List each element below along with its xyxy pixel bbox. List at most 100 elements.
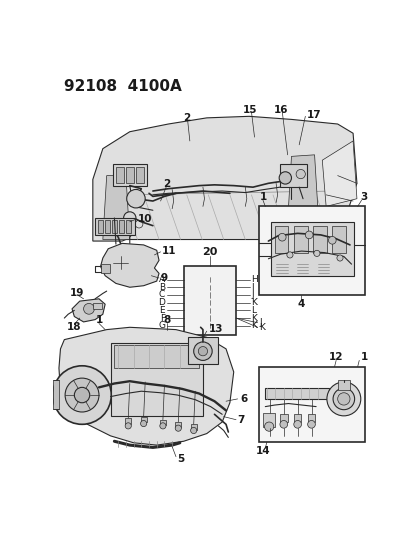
Bar bbox=[93, 303, 102, 309]
Bar bbox=[187, 292, 232, 297]
Text: G: G bbox=[158, 321, 165, 330]
Bar bbox=[52, 379, 59, 409]
Circle shape bbox=[140, 421, 146, 426]
Text: 7: 7 bbox=[237, 415, 244, 425]
Circle shape bbox=[337, 393, 349, 405]
Text: 8: 8 bbox=[163, 316, 170, 325]
Bar bbox=[266, 414, 273, 422]
Circle shape bbox=[83, 303, 94, 314]
Bar bbox=[274, 225, 288, 253]
Text: 13: 13 bbox=[209, 324, 223, 334]
Bar bbox=[307, 414, 315, 422]
Circle shape bbox=[313, 251, 319, 256]
Bar bbox=[259, 367, 365, 442]
Text: K: K bbox=[251, 321, 257, 330]
Text: 9: 9 bbox=[160, 273, 167, 283]
Ellipse shape bbox=[112, 256, 129, 270]
Bar bbox=[187, 323, 232, 328]
Polygon shape bbox=[102, 175, 129, 239]
Text: 11: 11 bbox=[162, 246, 176, 256]
Text: 19: 19 bbox=[70, 288, 84, 297]
Circle shape bbox=[279, 421, 287, 428]
Text: 3: 3 bbox=[359, 192, 367, 202]
Circle shape bbox=[286, 252, 292, 258]
Bar bbox=[95, 218, 135, 235]
Bar bbox=[262, 413, 275, 426]
Circle shape bbox=[278, 233, 285, 241]
Bar bbox=[332, 225, 345, 253]
Text: J: J bbox=[259, 318, 261, 327]
Bar bbox=[337, 381, 349, 390]
Polygon shape bbox=[100, 244, 159, 287]
Circle shape bbox=[65, 378, 99, 412]
Polygon shape bbox=[72, 299, 105, 322]
Bar bbox=[175, 422, 181, 427]
Text: 4: 4 bbox=[297, 299, 304, 309]
Text: E: E bbox=[159, 306, 165, 315]
Bar bbox=[259, 206, 365, 295]
Ellipse shape bbox=[141, 264, 149, 271]
Circle shape bbox=[332, 388, 354, 410]
Bar bbox=[270, 222, 353, 276]
Bar bbox=[187, 277, 232, 282]
Text: K: K bbox=[251, 298, 257, 307]
Circle shape bbox=[336, 255, 342, 261]
Bar bbox=[112, 220, 116, 232]
Circle shape bbox=[52, 366, 111, 424]
Bar bbox=[159, 419, 166, 425]
Bar bbox=[100, 264, 109, 273]
Text: 10: 10 bbox=[137, 214, 152, 224]
Bar bbox=[279, 164, 306, 187]
Circle shape bbox=[278, 172, 291, 184]
Polygon shape bbox=[287, 155, 318, 222]
Circle shape bbox=[266, 421, 273, 428]
Text: 17: 17 bbox=[306, 110, 321, 120]
Text: F: F bbox=[160, 313, 165, 322]
Text: 1: 1 bbox=[95, 316, 102, 325]
Text: B: B bbox=[159, 283, 165, 292]
Text: 1: 1 bbox=[360, 352, 367, 362]
Bar bbox=[293, 225, 307, 253]
Bar bbox=[119, 220, 123, 232]
Circle shape bbox=[328, 237, 335, 244]
Text: K: K bbox=[251, 313, 257, 322]
Text: 5: 5 bbox=[177, 454, 184, 464]
Bar bbox=[98, 220, 102, 232]
Bar bbox=[187, 285, 232, 290]
Bar bbox=[105, 220, 109, 232]
Text: 18: 18 bbox=[67, 322, 81, 332]
Text: H: H bbox=[251, 275, 258, 284]
Text: A: A bbox=[159, 275, 165, 284]
Bar bbox=[312, 225, 326, 253]
Ellipse shape bbox=[116, 259, 125, 266]
Circle shape bbox=[295, 169, 305, 179]
Bar bbox=[187, 308, 232, 313]
Bar bbox=[187, 300, 232, 305]
Bar bbox=[265, 388, 328, 399]
Text: 20: 20 bbox=[202, 247, 217, 257]
Text: 1: 1 bbox=[259, 192, 266, 202]
Circle shape bbox=[198, 346, 207, 356]
Ellipse shape bbox=[138, 262, 152, 274]
Bar bbox=[187, 316, 232, 321]
Circle shape bbox=[307, 421, 315, 428]
Bar bbox=[114, 345, 199, 368]
Text: 15: 15 bbox=[242, 105, 256, 115]
Circle shape bbox=[190, 427, 196, 433]
Circle shape bbox=[175, 425, 181, 431]
Bar bbox=[140, 417, 146, 422]
Bar bbox=[126, 167, 133, 182]
Circle shape bbox=[74, 387, 90, 403]
Text: 2: 2 bbox=[183, 113, 190, 123]
Bar bbox=[113, 164, 147, 185]
Bar bbox=[116, 167, 123, 182]
Text: J: J bbox=[251, 290, 254, 300]
Bar bbox=[183, 265, 235, 335]
Polygon shape bbox=[321, 141, 356, 206]
Bar bbox=[125, 418, 131, 424]
Text: 16: 16 bbox=[273, 105, 287, 115]
Text: 92108  4100A: 92108 4100A bbox=[64, 79, 181, 94]
Circle shape bbox=[125, 423, 131, 429]
Circle shape bbox=[126, 189, 145, 208]
Polygon shape bbox=[59, 327, 233, 445]
